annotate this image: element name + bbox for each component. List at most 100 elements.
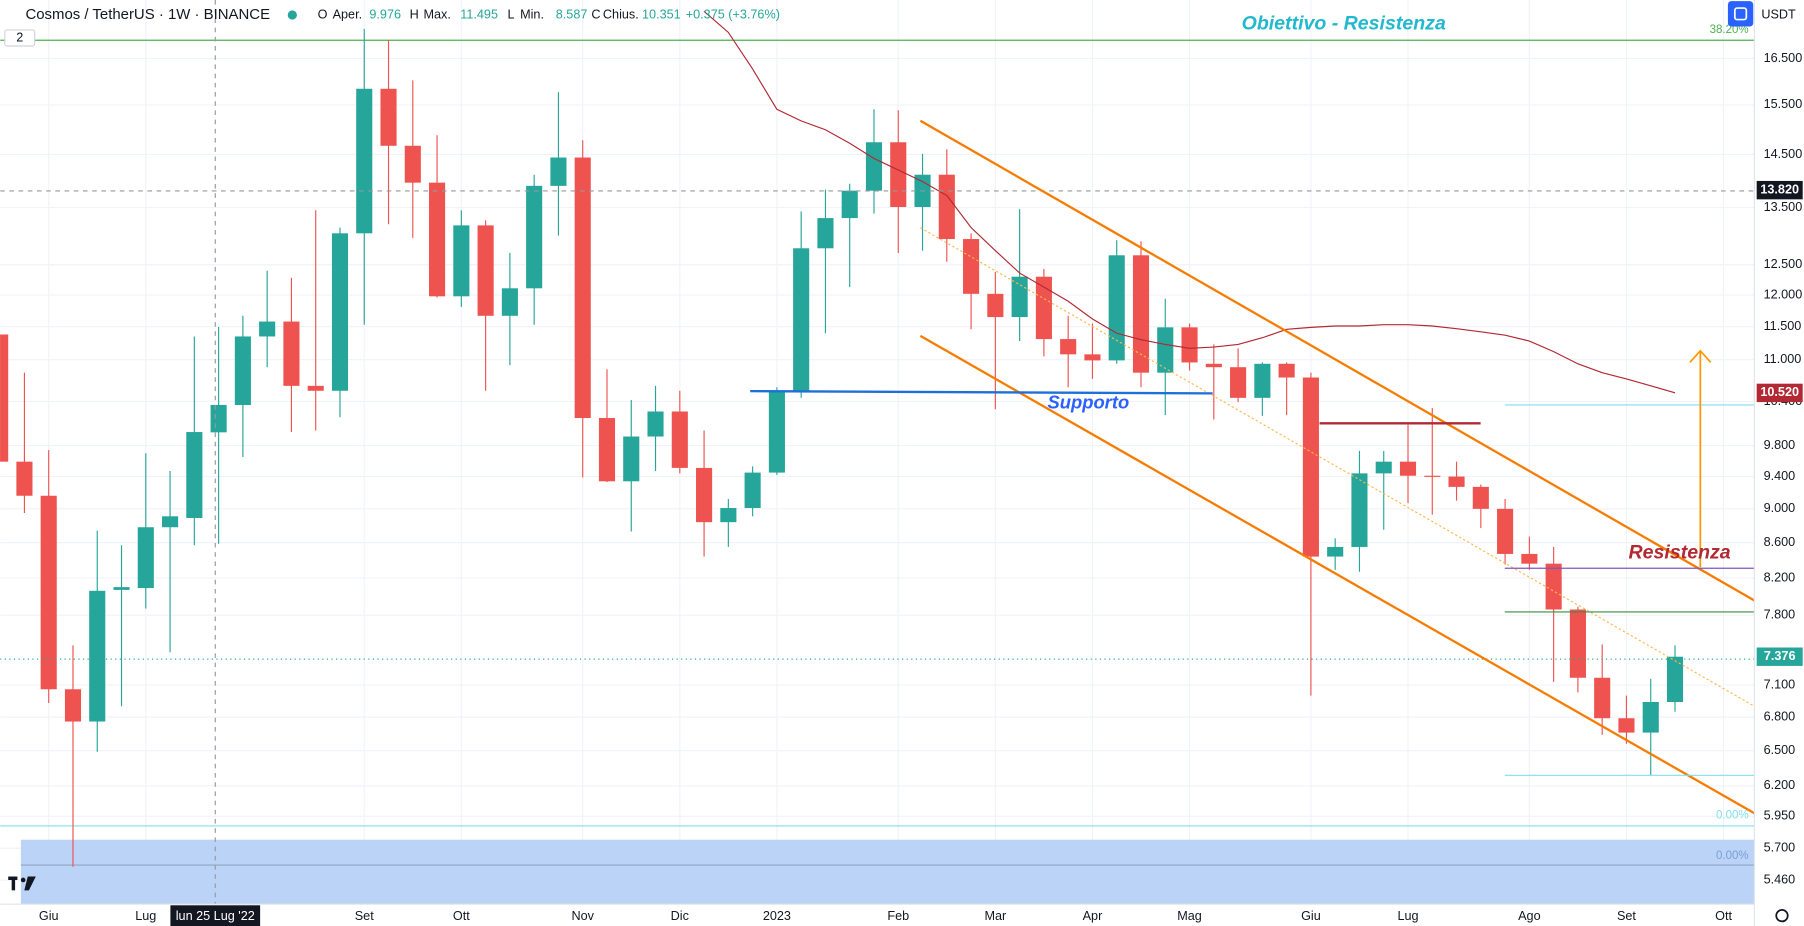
candle-body bbox=[768, 390, 785, 473]
y-tick-label: 16.500 bbox=[1764, 51, 1803, 65]
candle-body bbox=[550, 157, 567, 186]
candle-body bbox=[234, 336, 251, 405]
annotation: Resistenza bbox=[1629, 541, 1731, 563]
candle-body bbox=[1254, 363, 1271, 398]
y-tick-label: 11.000 bbox=[1764, 352, 1802, 366]
price-label-box bbox=[1756, 383, 1803, 403]
candle-body bbox=[1351, 473, 1368, 547]
candle-body bbox=[1521, 553, 1538, 564]
candle-body bbox=[720, 508, 737, 523]
y-tick-label: 12.500 bbox=[1764, 257, 1803, 271]
candle-body bbox=[1642, 701, 1659, 733]
legend-label: Min. bbox=[520, 7, 544, 21]
candle-body bbox=[16, 461, 33, 496]
candle-body bbox=[1084, 354, 1101, 361]
fib-label: 38.20% bbox=[1710, 24, 1749, 36]
legend-label: Max. bbox=[423, 7, 450, 21]
annotation: Obiettivo - Resistenza bbox=[1242, 12, 1446, 34]
price-axis bbox=[1754, 0, 1804, 926]
x-tick-label: Lug bbox=[135, 909, 156, 923]
candle-body bbox=[623, 436, 640, 482]
settings-icon[interactable] bbox=[1775, 909, 1789, 923]
candle-body bbox=[1327, 546, 1344, 557]
x-tick-label: Lug bbox=[1397, 909, 1418, 923]
candle-body bbox=[477, 225, 494, 316]
crosshair-date: lun 25 Lug '22 bbox=[176, 909, 255, 923]
indicator-badge[interactable] bbox=[4, 29, 36, 47]
y-tick-label: 9.800 bbox=[1764, 438, 1796, 452]
y-tick-label: 5.700 bbox=[1764, 841, 1796, 855]
y-tick-label: 9.400 bbox=[1764, 469, 1796, 483]
legend-key: L bbox=[507, 7, 514, 21]
legend-value: 8.587 bbox=[556, 7, 588, 21]
candle-body bbox=[186, 432, 203, 518]
y-tick-label: 9.000 bbox=[1764, 501, 1796, 515]
y-tick-label: 12.000 bbox=[1764, 287, 1803, 301]
candle-body bbox=[865, 142, 883, 191]
x-tick-label: Ago bbox=[1518, 909, 1541, 923]
x-tick-label: Giu bbox=[1301, 909, 1321, 923]
indicator-count: 2 bbox=[16, 30, 23, 44]
candle-body bbox=[1375, 461, 1392, 474]
candle-body bbox=[938, 174, 955, 240]
legend-key: O bbox=[318, 7, 328, 21]
candle-body bbox=[696, 467, 713, 523]
x-tick-label: Apr bbox=[1083, 909, 1103, 923]
x-tick-label: Set bbox=[355, 909, 374, 923]
x-tick-label: Feb bbox=[887, 909, 909, 923]
drawings bbox=[0, 0, 1755, 905]
legend-label: Aper. bbox=[333, 7, 363, 21]
y-tick-label: 6.800 bbox=[1764, 709, 1796, 723]
candle-body bbox=[0, 334, 9, 462]
candle-body bbox=[987, 293, 1004, 318]
candle-body bbox=[647, 411, 664, 437]
legend-value: 10.351 bbox=[642, 7, 681, 21]
x-tick-label: Mar bbox=[984, 909, 1006, 923]
currency: USDT bbox=[1761, 7, 1796, 21]
x-tick-label: Ott bbox=[453, 909, 470, 923]
candle-body bbox=[1497, 508, 1514, 554]
candle-body bbox=[89, 590, 106, 722]
candle-body bbox=[64, 689, 82, 722]
candle-body bbox=[1011, 276, 1028, 318]
y-tick-label: 8.200 bbox=[1764, 570, 1796, 584]
candle-body bbox=[890, 142, 907, 208]
channel-line bbox=[919, 334, 1755, 815]
channel-line bbox=[919, 119, 1755, 602]
toolbar-button[interactable] bbox=[1727, 1, 1754, 27]
x-tick-label: Mag bbox=[1177, 909, 1202, 923]
candle-body bbox=[1278, 363, 1295, 378]
candle-body bbox=[1302, 377, 1319, 557]
price-label: 13.820 bbox=[1760, 182, 1799, 196]
legend: Cosmos / TetherUS · 1W · BINANCE O Aper. 9… bbox=[25, 6, 779, 23]
candle-body bbox=[307, 385, 324, 391]
candle-body bbox=[283, 321, 300, 386]
logo-part bbox=[24, 876, 36, 891]
candle-body bbox=[574, 157, 591, 419]
price-label: 7.376 bbox=[1764, 649, 1796, 663]
candle-body bbox=[817, 218, 834, 249]
candle-body bbox=[40, 495, 57, 690]
legend-key: H bbox=[410, 7, 419, 21]
price-label-box bbox=[1756, 180, 1803, 200]
candle-body bbox=[1205, 363, 1222, 368]
y-tick-label: 6.500 bbox=[1764, 743, 1796, 757]
candle-body bbox=[1448, 476, 1465, 487]
price-label: 10.520 bbox=[1760, 385, 1799, 399]
support-line bbox=[750, 389, 1213, 395]
candle-body bbox=[1181, 327, 1198, 363]
logo-part bbox=[20, 877, 26, 883]
legend-value: 9.976 bbox=[369, 7, 401, 21]
legend-key: C bbox=[591, 7, 600, 21]
candle-body bbox=[453, 225, 470, 297]
annotation: Supporto bbox=[1047, 392, 1129, 413]
candle-body bbox=[1545, 563, 1562, 610]
candle-body bbox=[793, 248, 810, 391]
x-tick-label: 2023 bbox=[763, 909, 791, 923]
symbol: Cosmos / TetherUS · 1W · BINANCE bbox=[25, 6, 270, 23]
candle-body bbox=[259, 321, 276, 337]
candle-body bbox=[137, 527, 154, 589]
candle-body bbox=[380, 88, 397, 146]
